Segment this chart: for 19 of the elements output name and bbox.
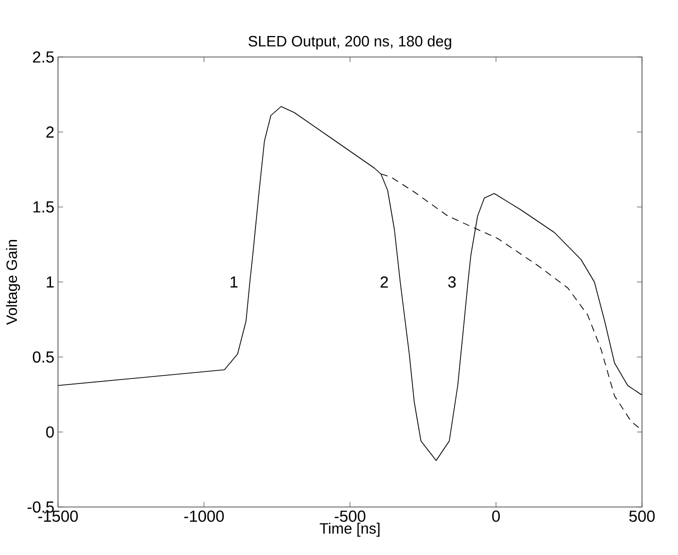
- annotation: 2: [380, 276, 388, 288]
- y-tick-label: 2.5: [33, 51, 54, 63]
- y-axis-title: Voltage Gain: [6, 240, 20, 325]
- y-tick-label: 2: [46, 126, 54, 138]
- y-tick-label: -0.5: [28, 501, 54, 513]
- y-tick-label: 0.5: [32, 351, 54, 363]
- annotation: 3: [448, 276, 456, 288]
- x-tick-label: -500: [334, 510, 366, 522]
- annotation: 1: [230, 276, 238, 288]
- y-tick-label: 1.5: [33, 201, 54, 213]
- line-series: [58, 106, 642, 461]
- x-tick-label: 0: [492, 510, 500, 522]
- x-axis-title: Time [ns]: [320, 522, 380, 537]
- x-tick-label: 500: [629, 510, 655, 522]
- x-tick-label: -1500: [38, 510, 78, 522]
- chart-title: SLED Output, 200 ns, 180 deg: [248, 35, 452, 50]
- x-tick-label: -1000: [184, 510, 224, 522]
- y-tick-label: 0: [46, 426, 54, 438]
- y-tick-label: 1: [46, 276, 54, 288]
